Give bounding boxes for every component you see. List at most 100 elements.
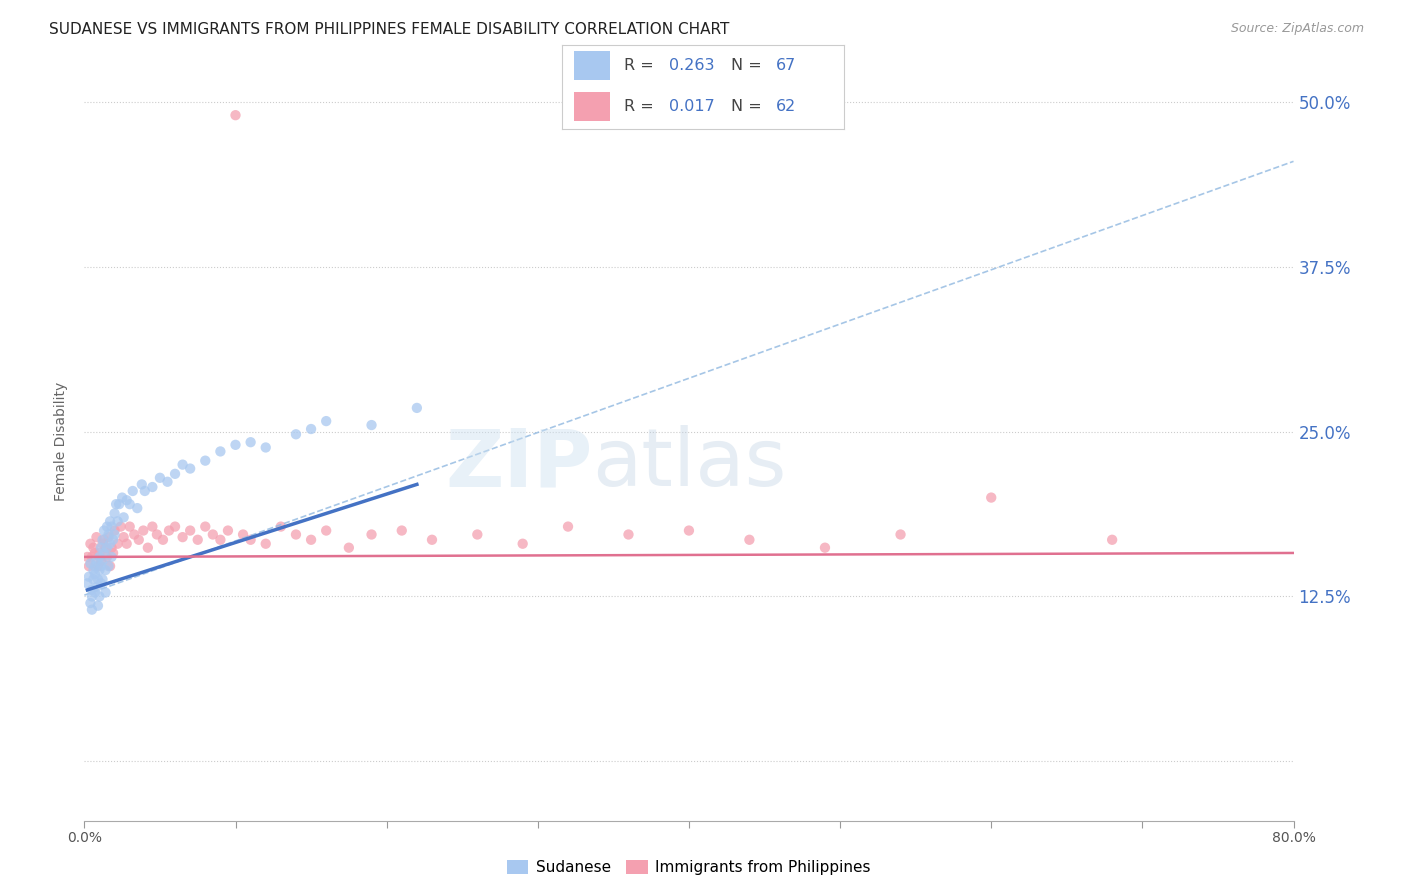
Point: [172, 458, 194, 472]
Point: [232, 527, 254, 541]
Point: [82, 541, 104, 555]
Point: [118, 497, 141, 511]
Point: [406, 401, 429, 415]
Point: [89, 549, 111, 564]
Point: [131, 477, 153, 491]
Point: [128, 533, 150, 547]
Point: [97, 559, 120, 574]
Point: [285, 427, 308, 442]
Point: [100, 541, 122, 555]
Point: [76, 549, 98, 564]
Legend: Sudanese, Immigrants from Philippines: Sudanese, Immigrants from Philippines: [501, 854, 877, 881]
Point: [80, 590, 103, 604]
Point: [97, 527, 120, 541]
Bar: [574, 52, 610, 80]
Point: [299, 422, 322, 436]
Point: [84, 585, 107, 599]
Point: [91, 554, 114, 568]
Point: [84, 567, 107, 582]
Point: [108, 497, 131, 511]
Point: [94, 541, 117, 555]
Point: [172, 530, 194, 544]
Point: [254, 441, 277, 455]
Text: 0.017: 0.017: [669, 99, 716, 114]
Point: [100, 519, 122, 533]
Point: [209, 533, 232, 547]
Point: [93, 533, 115, 547]
Point: [86, 580, 108, 594]
Point: [225, 438, 247, 452]
Point: [101, 533, 124, 547]
Point: [121, 483, 143, 498]
Point: [80, 602, 103, 616]
Point: [165, 519, 187, 533]
Point: [90, 554, 112, 568]
Point: [93, 524, 115, 538]
Point: [96, 549, 118, 564]
Point: [225, 108, 247, 122]
Point: [86, 530, 108, 544]
Point: [93, 546, 115, 560]
Point: [141, 480, 163, 494]
Point: [201, 527, 224, 541]
Point: [299, 533, 322, 547]
Point: [89, 590, 111, 604]
Point: [814, 541, 837, 555]
Point: [90, 559, 112, 574]
Point: [89, 563, 111, 577]
Point: [165, 467, 187, 481]
Bar: [574, 92, 610, 120]
Point: [90, 541, 112, 555]
Text: 80.0%: 80.0%: [1271, 831, 1316, 846]
Point: [678, 524, 700, 538]
Point: [87, 559, 110, 574]
Point: [118, 519, 141, 533]
Point: [254, 537, 277, 551]
Point: [112, 530, 135, 544]
Point: [391, 524, 413, 538]
Point: [84, 559, 107, 574]
Point: [84, 546, 107, 560]
Text: 67: 67: [776, 58, 796, 73]
Point: [110, 519, 132, 533]
Point: [134, 483, 156, 498]
Point: [738, 533, 761, 547]
Point: [82, 572, 104, 586]
Point: [98, 537, 121, 551]
Text: SUDANESE VS IMMIGRANTS FROM PHILIPPINES FEMALE DISABILITY CORRELATION CHART: SUDANESE VS IMMIGRANTS FROM PHILIPPINES …: [49, 22, 730, 37]
Point: [79, 537, 101, 551]
Point: [97, 530, 120, 544]
Point: [98, 514, 121, 528]
Point: [512, 537, 534, 551]
Text: Source: ZipAtlas.com: Source: ZipAtlas.com: [1230, 22, 1364, 36]
Point: [557, 519, 579, 533]
Text: ZIP: ZIP: [444, 425, 592, 503]
Point: [156, 475, 179, 489]
Text: 0.263: 0.263: [669, 58, 714, 73]
Point: [91, 537, 114, 551]
Point: [239, 435, 262, 450]
Point: [107, 537, 129, 551]
Point: [152, 533, 174, 547]
Point: [104, 527, 127, 541]
Point: [80, 582, 103, 597]
Point: [115, 537, 138, 551]
Point: [91, 572, 114, 586]
Point: [80, 549, 103, 564]
Point: [194, 519, 217, 533]
Point: [136, 541, 159, 555]
Point: [360, 527, 382, 541]
Text: N =: N =: [731, 58, 768, 73]
Point: [107, 514, 129, 528]
Point: [1101, 533, 1123, 547]
Text: R =: R =: [624, 99, 659, 114]
Point: [980, 491, 1002, 505]
Point: [360, 418, 382, 433]
Point: [87, 599, 110, 613]
Point: [98, 559, 121, 574]
Point: [187, 533, 209, 547]
Point: [111, 491, 134, 505]
Point: [94, 563, 117, 577]
Point: [104, 507, 127, 521]
Point: [100, 549, 122, 564]
